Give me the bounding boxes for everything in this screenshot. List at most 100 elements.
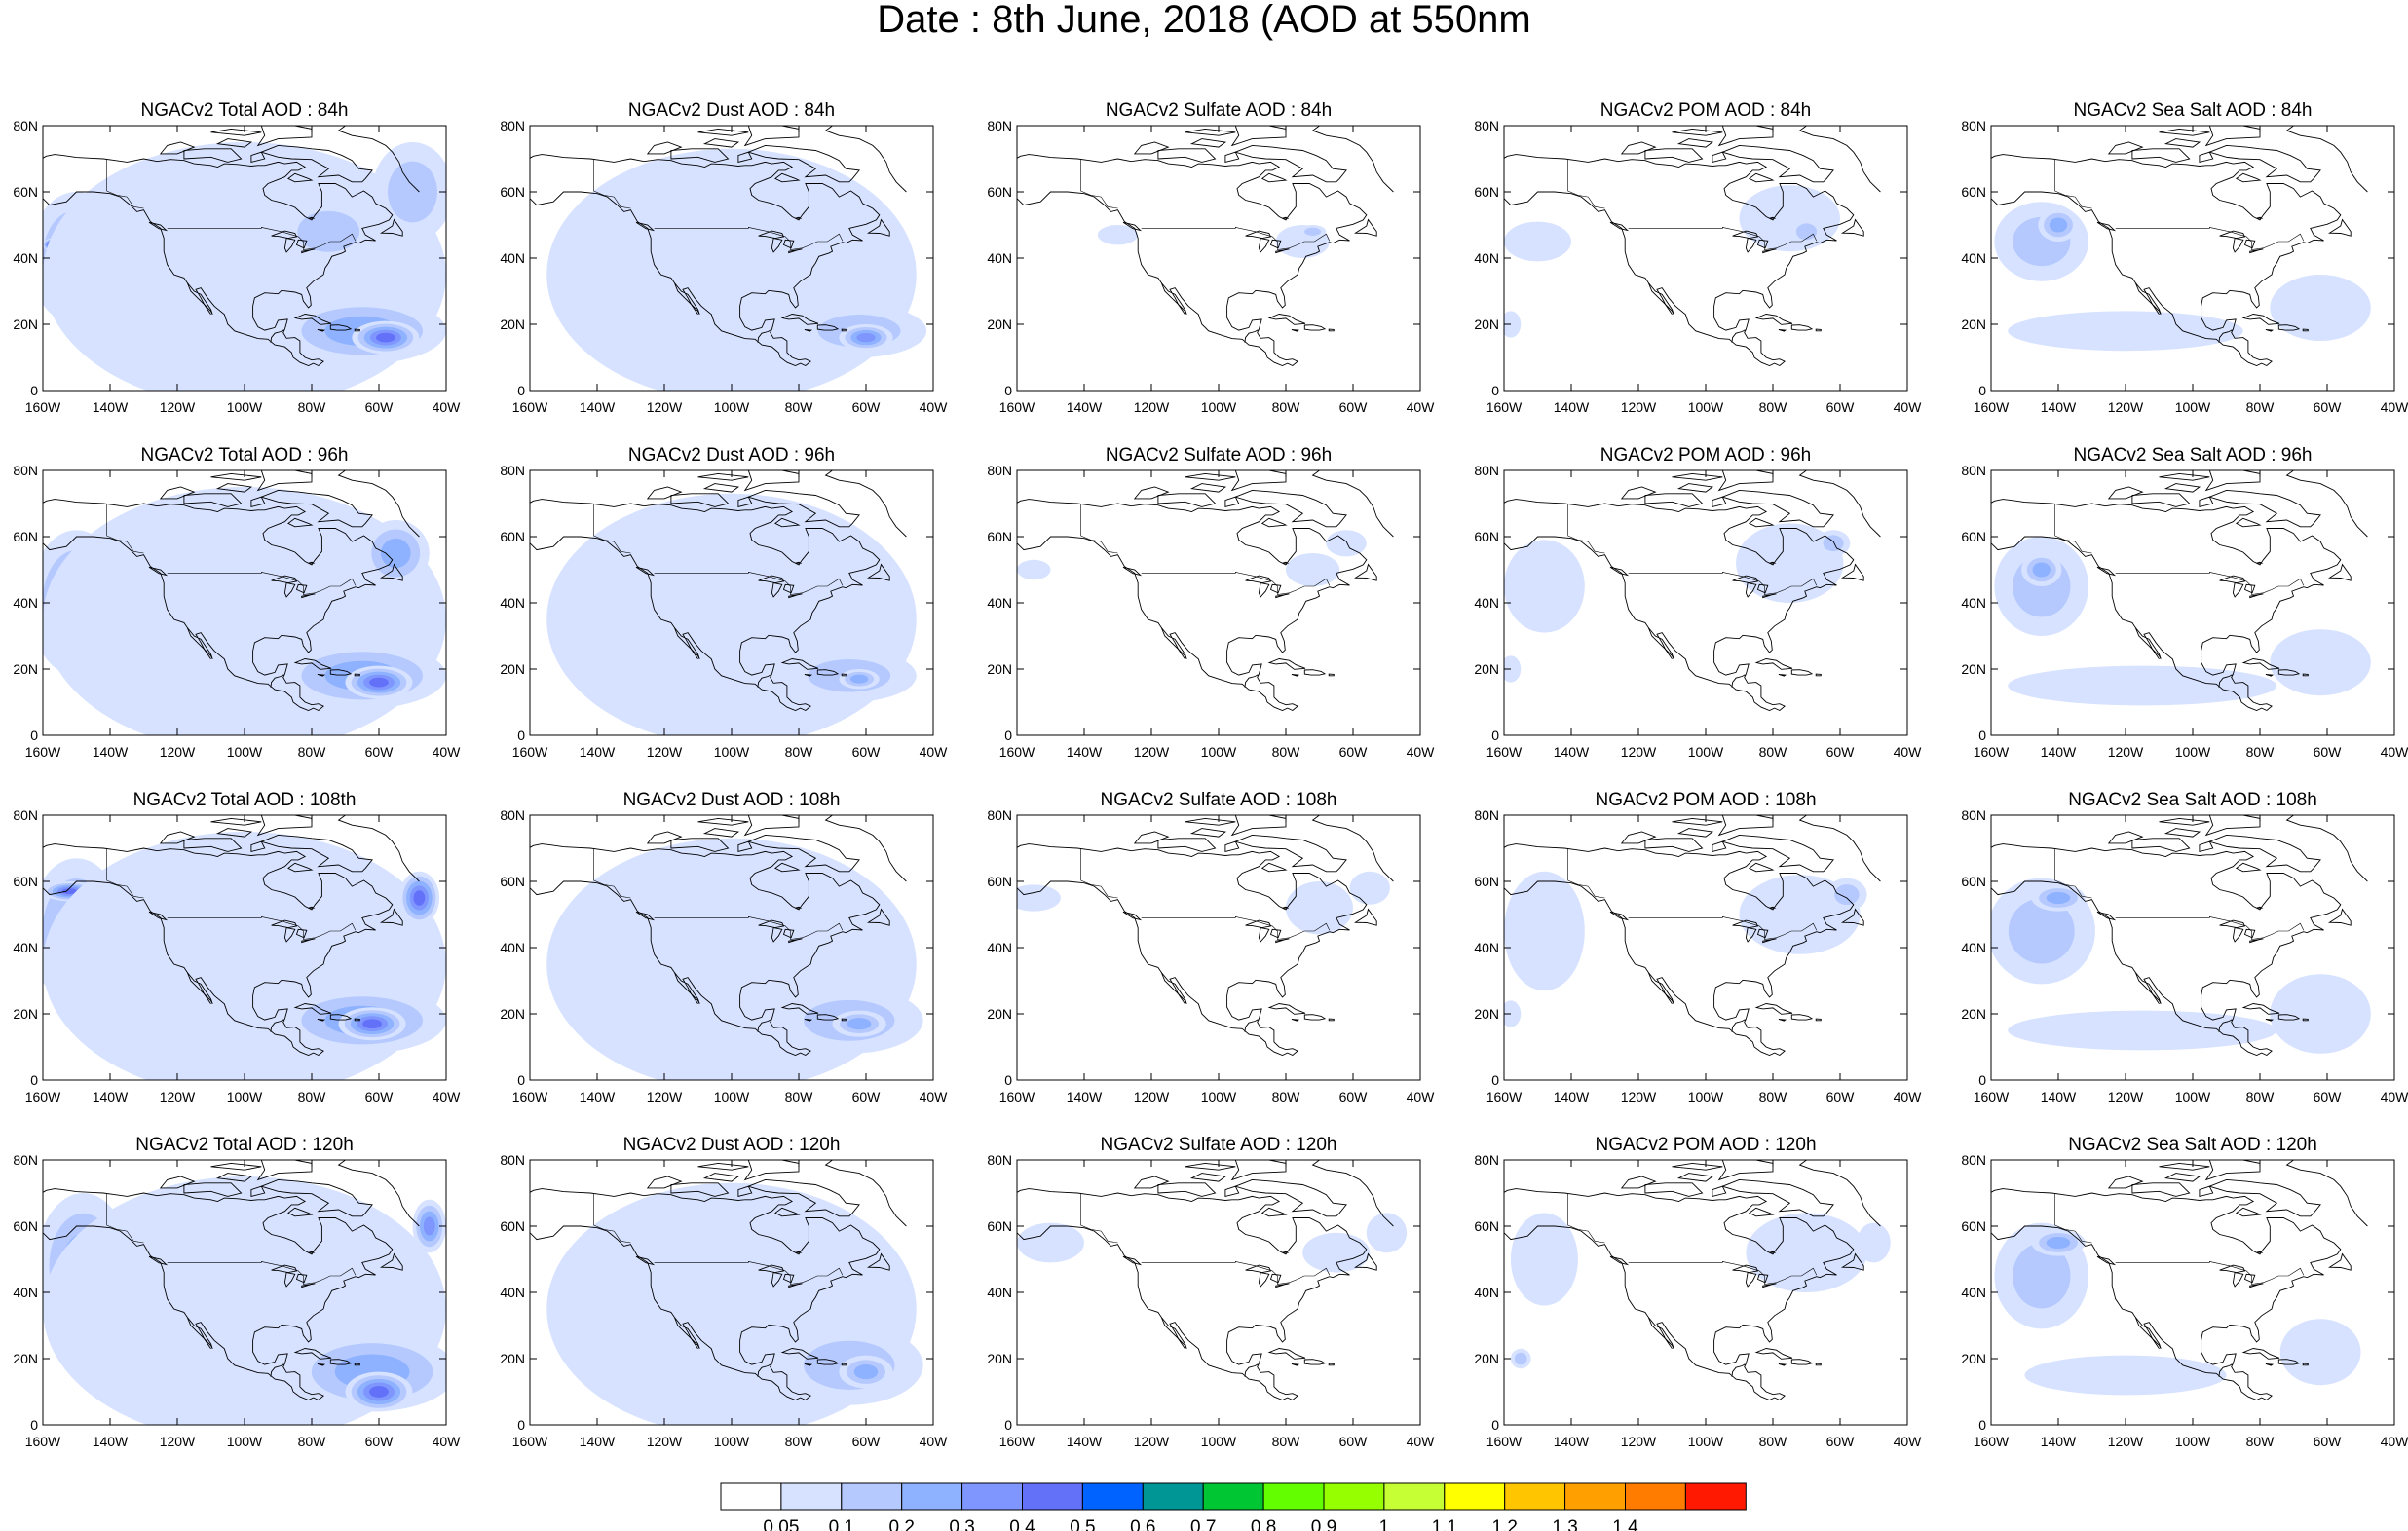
lat-tick-label: 80N [1961,1152,1986,1168]
coastline-line [1756,928,1769,939]
coastline-line [673,972,698,1005]
coastline-line [1991,1188,2342,1401]
aod-patch [2008,1010,2277,1051]
coastline-line [702,1173,740,1182]
lat-tick-label: 60N [13,184,38,200]
colorbar-label: 0.1 [829,1517,854,1531]
lat-tick-label: 0 [1978,383,1986,398]
aod-patch [853,1364,879,1380]
coastlines [1504,815,1881,1057]
coastline-line [2218,1019,2233,1032]
coastline-line [1269,239,1282,249]
coastline-line [1291,328,1300,332]
coastline-line [771,582,783,598]
coastlines [43,815,420,1057]
coastline-line [148,1255,169,1266]
coastline-line [2277,669,2301,676]
lat-tick-label: 80N [1961,807,1986,823]
coastline-line [2285,1160,2368,1227]
lat-tick-label: 40N [1474,595,1499,611]
coastline-line [1185,817,1236,826]
map-panel: 0 20N 40N 60N 80N 160W 140W 120W 100W 80W 60W 40W NG… [500,790,948,1104]
coastline-line [1609,566,1630,577]
border-line [1567,1224,1605,1244]
coastline-line [337,1160,420,1227]
coastlines [530,126,907,367]
coastline-line [2207,1178,2321,1217]
coastline-line [301,593,316,599]
panel-title: NGACv2 Sulfate AOD : 120h [1101,1135,1337,1155]
lat-tick-label: 20N [987,317,1012,332]
coastline-line [1778,1018,1787,1022]
coastline-line [295,239,308,249]
border-line [1567,535,1605,554]
lon-tick-label: 140W [580,1434,616,1449]
lon-tick-label: 120W [647,399,683,415]
coastline-line [1244,1019,1259,1032]
lon-tick-label: 60W [1339,1434,1369,1449]
lon-tick-label: 160W [512,1434,548,1449]
aod-patch [423,1216,435,1236]
lat-tick-label: 0 [1004,728,1012,743]
coastline-line [737,496,753,507]
coastline-line [287,172,314,183]
coastline-line [215,1173,253,1182]
coastline-line [1157,148,1217,163]
coastline-line [301,248,316,254]
coastline-line [1840,563,1864,581]
coastline-line [1275,1283,1290,1288]
coastline-line [1731,329,1746,343]
coastline-line [1717,1160,1774,1181]
coastline-line [1269,1273,1282,1284]
lon-tick-label: 60W [365,1434,395,1449]
coastline-line [1282,1251,1290,1253]
coastline-line [1672,128,1723,136]
coastline-line [743,470,800,492]
coastline-line [782,583,795,594]
lon-tick-label: 40W [1894,1434,1923,1449]
coastline-line [2199,496,2214,507]
coastline-line [1798,470,1881,538]
coastlines [530,470,907,712]
aod-field [1017,1213,1408,1273]
panel-title: NGACv2 Total AOD : 108th [133,790,357,810]
coastline-line [1717,815,1774,837]
coastline-line [1732,230,1759,240]
coastline-line [1717,126,1774,147]
coastline-line [1769,906,1777,909]
coastline-line [1303,324,1327,331]
lat-tick-label: 20N [1961,317,1986,332]
coastline-line [2199,840,2214,852]
lon-tick-label: 140W [1554,1089,1590,1104]
lon-tick-label: 100W [1201,1434,1237,1449]
lon-tick-label: 120W [647,1089,683,1104]
borders [593,504,844,595]
aod-patch [1504,655,1522,683]
lat-tick-label: 40N [500,940,525,955]
borders [2054,1193,2305,1285]
coastline-line [788,593,803,599]
lon-tick-label: 80W [1759,744,1788,760]
coastline-line [1244,674,1259,688]
border-line [593,535,631,554]
lon-tick-label: 160W [512,1089,548,1104]
lon-tick-label: 40W [1407,1434,1436,1449]
lon-tick-label: 160W [999,744,1035,760]
lon-tick-label: 60W [1339,1089,1369,1104]
lat-tick-label: 20N [13,317,38,332]
lat-tick-label: 40N [987,250,1012,266]
lat-tick-label: 60N [1474,184,1499,200]
coastline-line [1260,517,1288,528]
coastline-line [2159,128,2210,136]
colorbar-swatch [1142,1482,1204,1511]
coastline-line [186,627,211,660]
coastline-line [317,328,326,332]
colorbar-label: 0.5 [1070,1517,1095,1531]
coastline-line [782,1273,795,1284]
lon-tick-label: 60W [1339,744,1369,760]
coastline-line [2163,1173,2201,1182]
coastline-line [2131,1182,2191,1197]
coastline-line [1790,324,1814,331]
lat-tick-label: 20N [500,661,525,677]
coastline-line [746,1178,860,1217]
